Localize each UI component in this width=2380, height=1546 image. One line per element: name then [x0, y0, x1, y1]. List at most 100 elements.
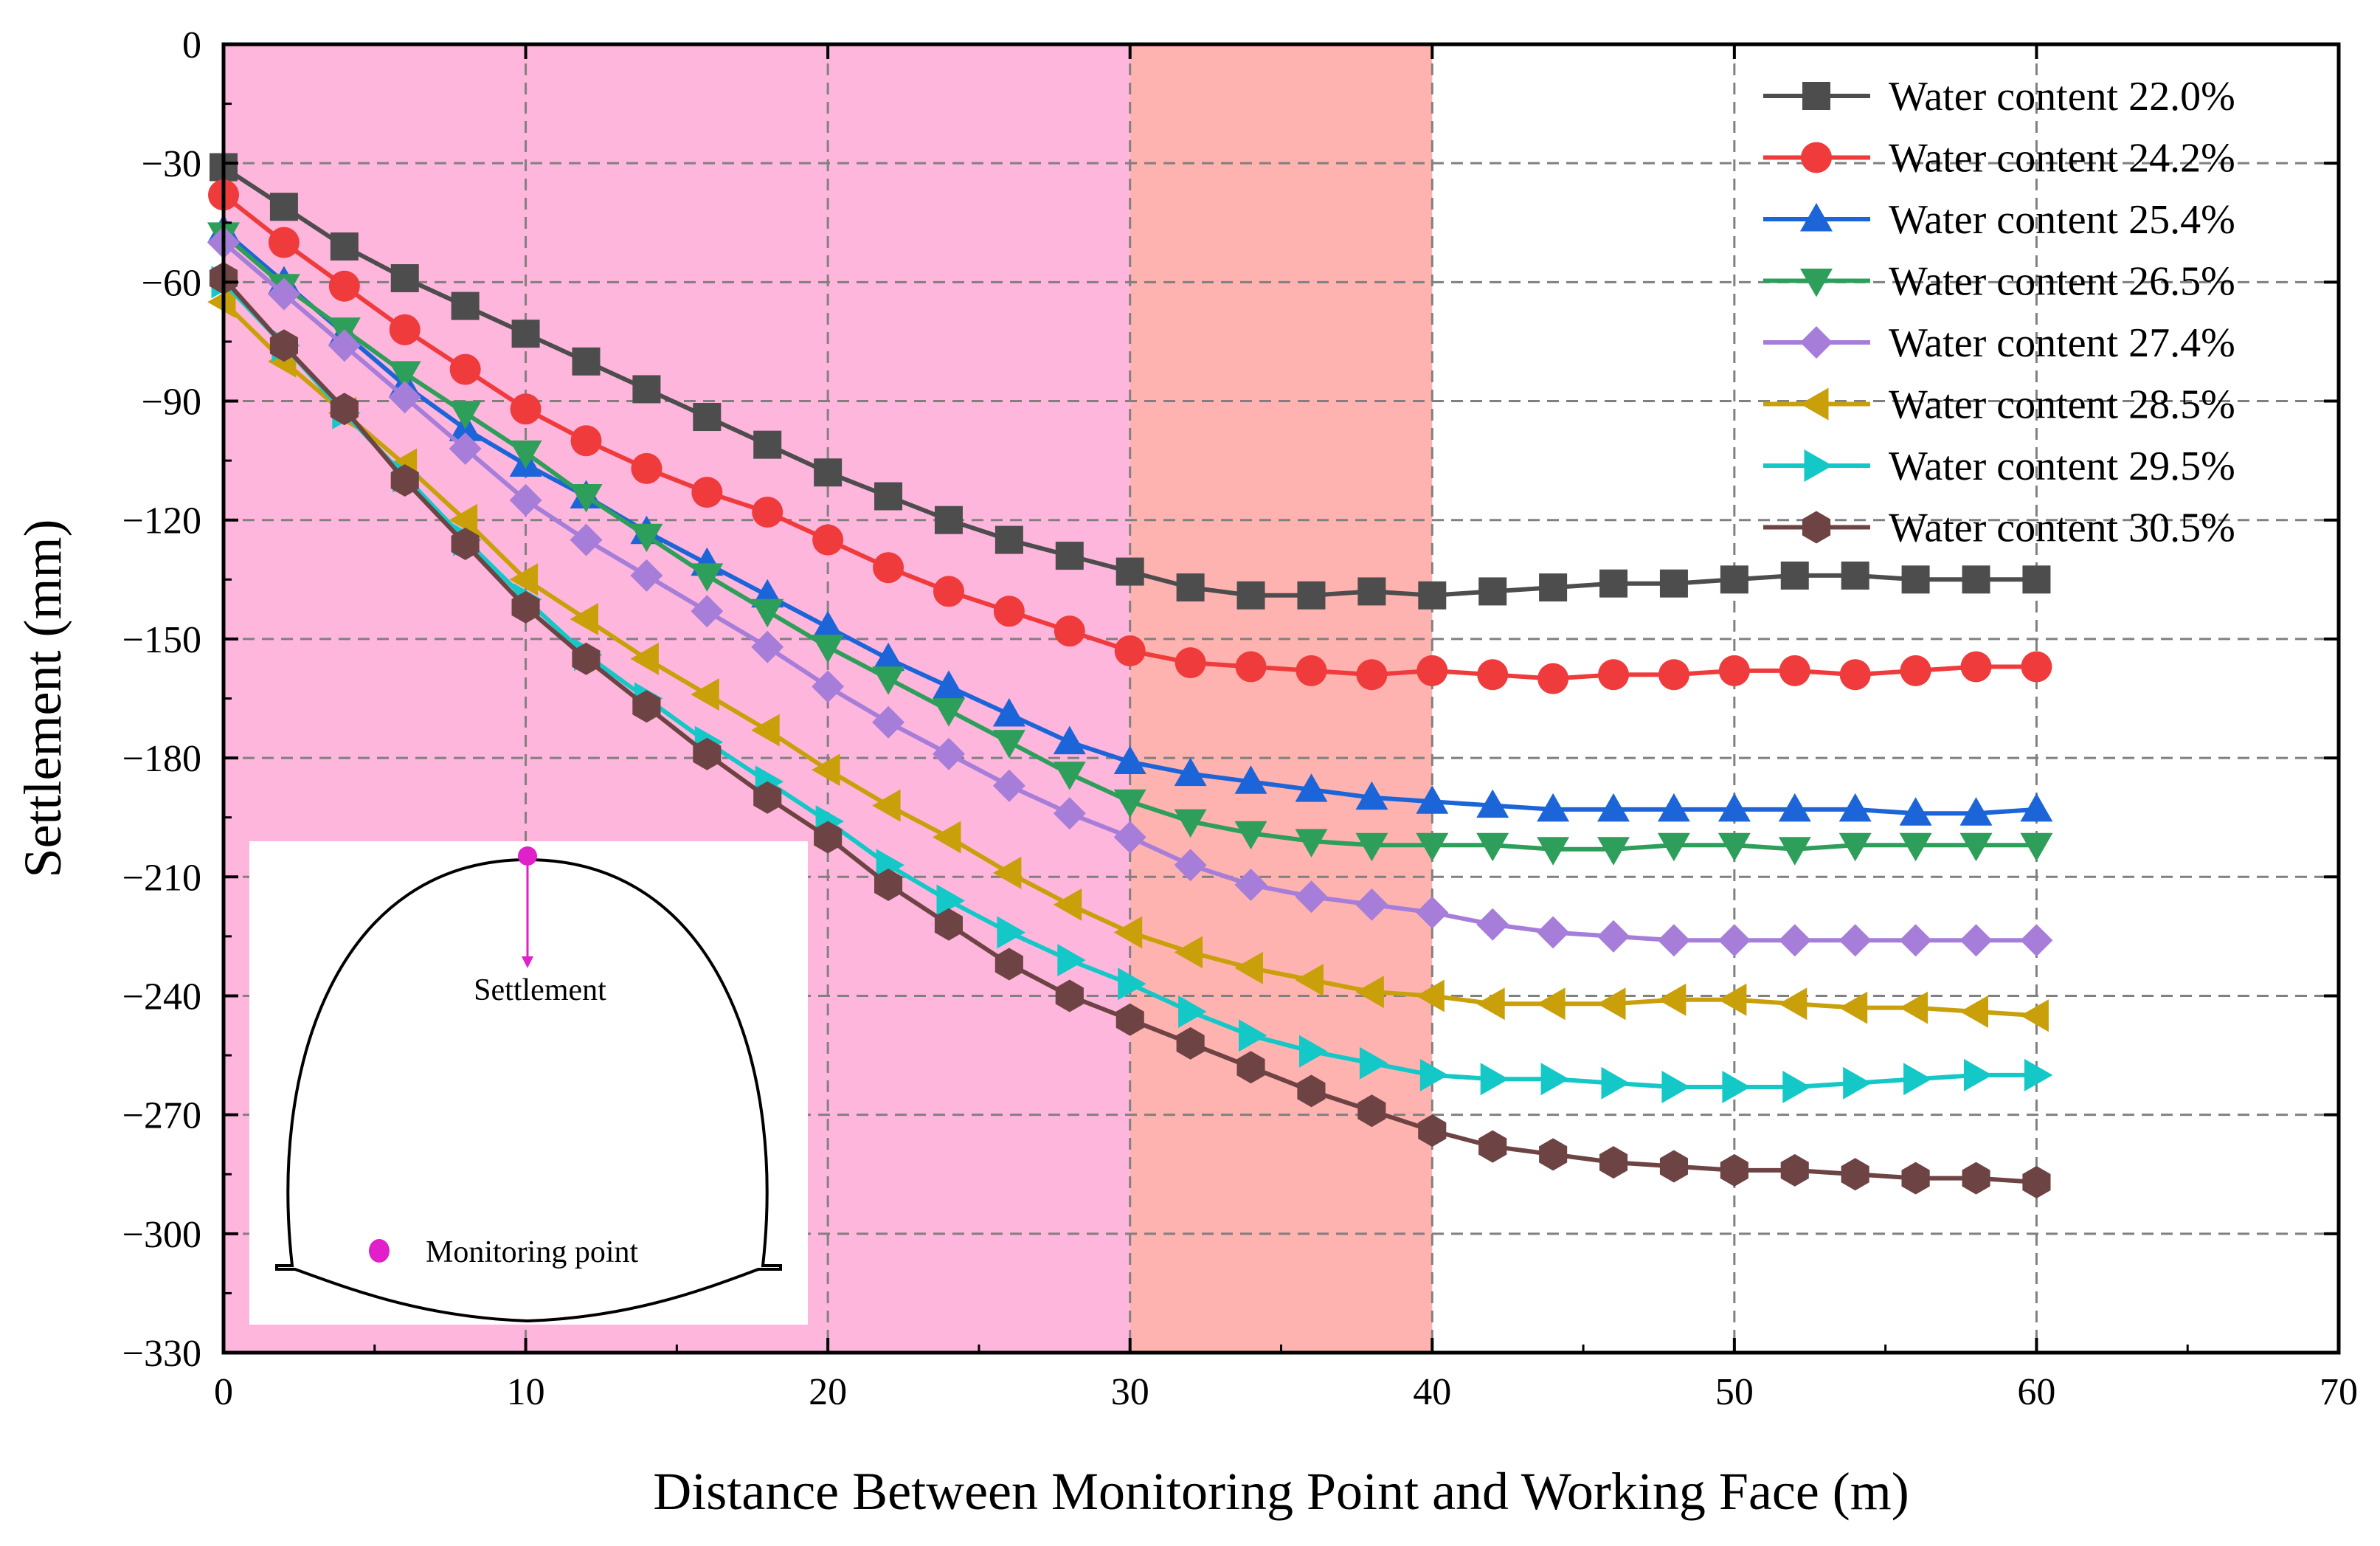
x-tick-label: 30: [1111, 1371, 1149, 1413]
data-point: [1962, 565, 1990, 594]
data-point: [753, 781, 782, 814]
data-point: [1838, 991, 1868, 1024]
data-point: [1778, 837, 1811, 866]
data-point: [2020, 832, 2053, 862]
data-point: [570, 523, 603, 556]
data-point: [2021, 651, 2052, 683]
legend-marker: [1802, 511, 1831, 544]
data-point: [390, 263, 419, 292]
data-point: [992, 698, 1025, 727]
data-point: [933, 821, 961, 854]
data-point: [451, 528, 480, 560]
data-point: [2020, 793, 2053, 822]
legend-item: Water content 24.2%: [1763, 136, 2235, 182]
data-point: [1476, 832, 1509, 862]
data-point: [992, 730, 1025, 759]
legend-label: Water content 30.5%: [1889, 505, 2235, 551]
data-point: [509, 483, 542, 517]
data-point: [1357, 1094, 1386, 1128]
data-point: [1539, 573, 1568, 602]
data-point: [449, 503, 478, 536]
data-point: [934, 505, 963, 534]
data-point: [390, 464, 419, 497]
data-point: [1843, 1066, 1872, 1100]
data-point: [812, 524, 844, 556]
data-point: [1661, 1071, 1690, 1103]
data-point: [812, 635, 845, 663]
data-point: [2022, 1166, 2051, 1198]
data-point: [1778, 924, 1811, 957]
data-point: [693, 403, 722, 432]
data-point: [1418, 1114, 1447, 1148]
data-point: [1899, 924, 1932, 957]
data-point: [1176, 573, 1205, 602]
x-axis-title: Distance Between Monitoring Point and Wo…: [653, 1462, 1909, 1521]
y-tick-label: −60: [142, 262, 201, 304]
legend-item: Water content 28.5%: [1763, 382, 2235, 428]
data-point: [1476, 908, 1509, 941]
data-point: [1055, 979, 1084, 1012]
data-point: [1903, 1063, 1932, 1096]
data-point: [1597, 987, 1626, 1021]
data-point: [1295, 880, 1328, 914]
data-point: [2020, 924, 2053, 957]
data-point: [1717, 832, 1751, 862]
y-tick-label: −180: [122, 738, 201, 780]
data-point: [1234, 765, 1267, 794]
data-point: [992, 856, 1022, 889]
y-tick-label: −210: [122, 857, 201, 899]
data-point: [572, 347, 601, 376]
data-point: [1359, 1046, 1388, 1080]
data-point: [1838, 793, 1872, 822]
legend-item: Water content 29.5%: [1763, 444, 2235, 489]
legend-item: Water content 30.5%: [1763, 505, 2235, 551]
data-point: [1053, 725, 1086, 755]
data-point: [631, 452, 663, 484]
data-series: [207, 153, 2053, 1198]
y-tick-label: −270: [122, 1095, 201, 1137]
data-point: [997, 916, 1025, 949]
data-point: [1235, 651, 1267, 683]
legend-label: Water content 24.2%: [1889, 136, 2235, 182]
data-point: [872, 642, 905, 672]
data-point: [1659, 1150, 1688, 1183]
data-point: [1476, 987, 1505, 1021]
data-point: [873, 552, 904, 584]
data-point: [1299, 1035, 1328, 1068]
data-point: [1355, 888, 1388, 921]
data-point: [451, 291, 480, 320]
data-point: [570, 603, 598, 635]
data-point: [1113, 789, 1146, 818]
data-point: [1236, 581, 1265, 610]
data-point: [1174, 849, 1207, 882]
data-point: [1297, 581, 1326, 610]
data-point: [1899, 797, 1932, 826]
data-point: [1720, 565, 1748, 594]
data-point: [1295, 773, 1328, 802]
data-point: [1782, 1071, 1811, 1103]
data-point: [1355, 976, 1384, 1009]
data-point: [992, 769, 1025, 802]
data-point: [1959, 832, 1993, 862]
data-point: [1900, 655, 1931, 686]
x-tick-label: 40: [1413, 1371, 1451, 1413]
axes: 0 10 20 30 40 50 60 70 0 −30 −60 −90 −120 −150 −180 −21…: [13, 24, 2358, 1521]
data-point: [328, 329, 361, 362]
data-point: [2022, 565, 2051, 594]
data-point: [1175, 647, 1206, 679]
data-point: [1113, 745, 1146, 774]
data-point: [1597, 837, 1630, 866]
data-point: [1174, 757, 1207, 787]
data-point: [1899, 832, 1932, 862]
data-point: [693, 737, 722, 770]
x-tick-label: 20: [809, 1371, 847, 1413]
data-point: [1717, 983, 1747, 1016]
data-point: [1239, 1019, 1267, 1052]
tunnel-outline: [275, 857, 782, 1323]
data-point: [1960, 651, 1992, 683]
data-point: [1053, 762, 1086, 790]
data-point: [691, 595, 724, 628]
data-point: [1601, 1066, 1630, 1100]
data-point: [1115, 557, 1144, 586]
legend-item: Water content 26.5%: [1763, 259, 2235, 305]
